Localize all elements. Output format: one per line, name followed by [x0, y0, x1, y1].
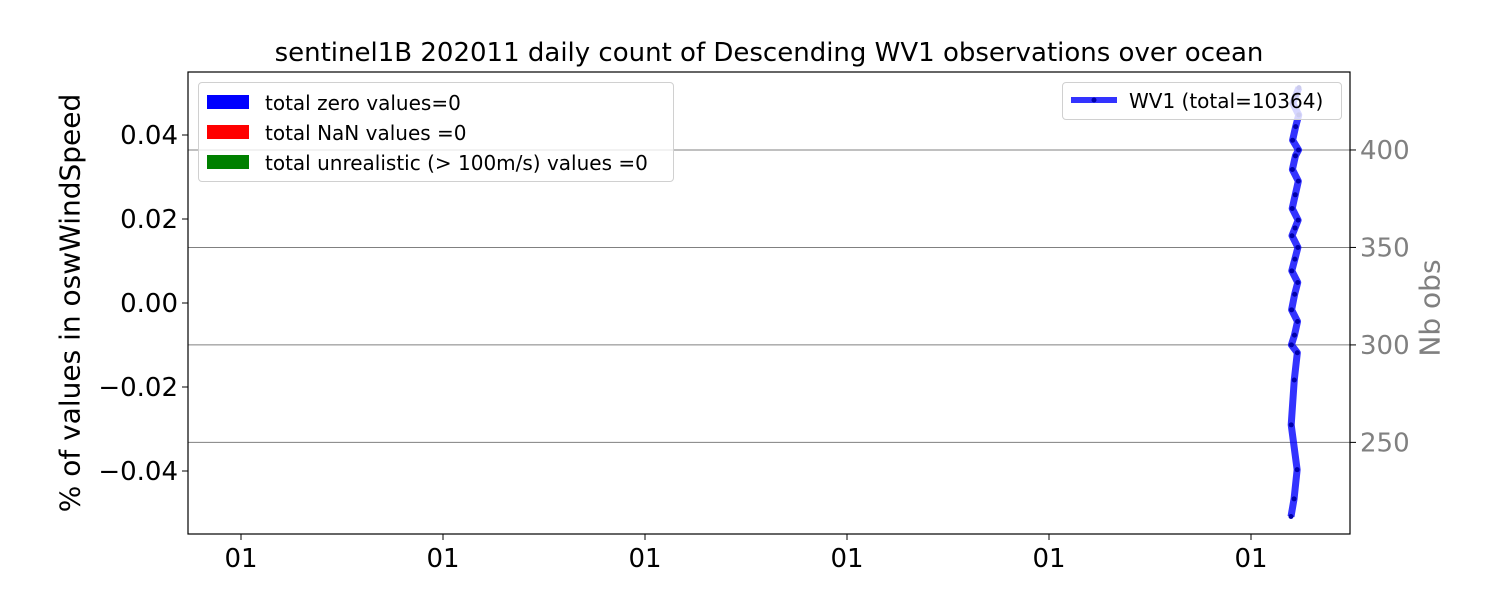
series-point [1296, 147, 1302, 153]
series-point [1289, 307, 1295, 313]
series-legend: WV1 (total=10364) [1062, 82, 1342, 120]
legend-swatch [207, 125, 249, 139]
series-point [1290, 137, 1296, 143]
series-point [1289, 166, 1295, 172]
series-point [1295, 244, 1301, 250]
series-point [1291, 377, 1297, 383]
x-tick-label: 01 [1032, 544, 1065, 574]
series-point [1291, 332, 1297, 338]
series-point [1295, 178, 1301, 184]
series-point [1288, 342, 1294, 348]
x-axis: 01 01 01 01 01 01 [224, 534, 1268, 574]
x-tick-label: 01 [830, 544, 863, 574]
legend-label: total NaN values =0 [265, 121, 467, 145]
series-point [1289, 205, 1295, 211]
series-point [1293, 124, 1299, 130]
x-tick-label: 01 [628, 544, 661, 574]
series-point [1289, 233, 1295, 239]
legend-swatch [207, 95, 249, 109]
right-tick-label: 300 [1360, 331, 1410, 361]
right-axis: 400 350 300 250 [1350, 136, 1410, 458]
series-point [1288, 422, 1294, 428]
series-point [1294, 467, 1300, 473]
series-point [1291, 496, 1297, 502]
legend-label: total unrealistic (> 100m/s) values =0 [265, 151, 648, 175]
left-tick-label: −0.02 [98, 373, 178, 403]
grid-lines [188, 149, 1350, 443]
series-point [1292, 256, 1298, 262]
left-axis: 0.04 0.02 0.00 −0.02 −0.04 [98, 121, 188, 487]
x-tick-label: 01 [426, 544, 459, 574]
left-tick-label: −0.04 [98, 457, 178, 487]
series-layer [1287, 85, 1303, 519]
legend-label: total zero values=0 [265, 91, 461, 115]
series-point [1295, 217, 1301, 223]
series-point [1292, 225, 1298, 231]
series-point [1292, 153, 1298, 159]
legend-label: WV1 (total=10364) [1129, 89, 1324, 113]
legend-line-icon [1071, 97, 1117, 103]
right-tick-label: 250 [1360, 428, 1410, 458]
series-point [1288, 513, 1294, 519]
left-tick-label: 0.04 [120, 121, 178, 151]
series-point [1292, 192, 1298, 198]
series-point [1295, 280, 1301, 286]
left-tick-label: 0.00 [120, 289, 178, 319]
legend-swatch [207, 155, 249, 169]
chart-title: sentinel1B 202011 daily count of Descend… [274, 38, 1264, 68]
series-point [1292, 291, 1298, 297]
right-tick-label: 400 [1360, 136, 1410, 166]
left-tick-label: 0.02 [120, 205, 178, 235]
series-point [1295, 319, 1301, 325]
right-tick-label: 350 [1360, 233, 1410, 263]
bar-legend: total zero values=0 total NaN values =0 to… [198, 82, 674, 182]
series-point [1289, 268, 1295, 274]
series-point [1294, 350, 1300, 356]
x-tick-label: 01 [1234, 544, 1267, 574]
x-tick-label: 01 [224, 544, 257, 574]
